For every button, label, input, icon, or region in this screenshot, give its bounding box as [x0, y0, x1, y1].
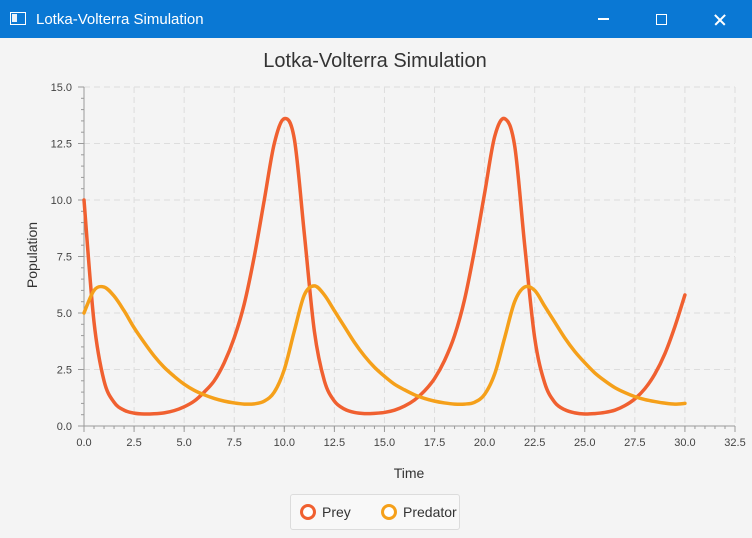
y-axis-ticks: 0.0 2.5 5.0 7.5 10.0 12.5 15.0	[51, 82, 84, 433]
legend-marker-predator	[381, 504, 397, 520]
x-axis-ticks: 0.0 2.5 5.0 7.5 10.0 12.5 15.0 17.5 20.0 22.5 25.0…	[76, 426, 746, 449]
legend-label-predator: Predator	[403, 504, 457, 520]
window-title: Lotka-Volterra Simulation	[36, 11, 204, 28]
close-button[interactable]	[697, 0, 743, 38]
line-chart: Lotka-Volterra Simulation 0.0 2.5 5.0 7.5 10…	[24, 50, 746, 481]
x-tick-label: 32.5	[724, 437, 745, 449]
y-tick-label: 10.0	[51, 195, 72, 207]
x-tick-label: 27.5	[624, 437, 645, 449]
x-tick-label: 10.0	[274, 437, 295, 449]
legend-label-prey: Prey	[322, 504, 351, 520]
minimize-button[interactable]	[580, 0, 626, 38]
x-tick-label: 15.0	[374, 437, 395, 449]
legend-item-predator: Predator	[381, 504, 457, 520]
legend-item-prey: Prey	[300, 504, 351, 520]
y-tick-label: 12.5	[51, 139, 72, 151]
maximize-icon	[655, 13, 667, 25]
y-tick-label: 0.0	[57, 421, 72, 433]
chart-grid	[84, 86, 736, 426]
title-bar[interactable]: Lotka-Volterra Simulation	[0, 0, 752, 38]
series-line-prey	[82, 116, 687, 416]
x-tick-label: 30.0	[674, 437, 695, 449]
minimize-icon	[597, 18, 609, 20]
x-tick-label: 7.5	[227, 437, 242, 449]
x-tick-label: 5.0	[177, 437, 192, 449]
x-tick-label: 12.5	[324, 437, 345, 449]
legend-marker-prey	[300, 504, 316, 520]
y-tick-label: 15.0	[51, 82, 72, 94]
x-tick-label: 2.5	[126, 437, 141, 449]
maximize-button[interactable]	[638, 0, 684, 38]
chart-legend: Prey Predator	[290, 494, 460, 530]
y-tick-label: 2.5	[57, 365, 72, 377]
y-tick-label: 5.0	[57, 308, 72, 320]
x-axis-label: Time	[394, 465, 425, 481]
x-tick-label: 20.0	[474, 437, 495, 449]
x-tick-label: 17.5	[424, 437, 445, 449]
x-tick-label: 25.0	[574, 437, 595, 449]
app-icon	[10, 12, 26, 25]
x-tick-label: 22.5	[524, 437, 545, 449]
y-axis-label: Population	[24, 222, 40, 288]
chart-series	[82, 116, 687, 416]
x-tick-label: 0.0	[76, 437, 91, 449]
chart-axes	[81, 86, 736, 429]
y-tick-label: 7.5	[57, 252, 72, 264]
series-line-predator	[82, 284, 687, 407]
close-icon	[713, 12, 727, 26]
chart-title: Lotka-Volterra Simulation	[263, 50, 486, 72]
